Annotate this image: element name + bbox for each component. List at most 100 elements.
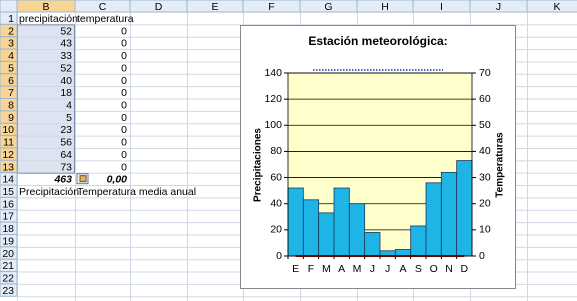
cell-text: Temperatura media anual — [77, 186, 196, 198]
cell-text: 0 — [121, 99, 127, 111]
x-tick-label: S — [415, 263, 422, 275]
row-label: 7 — [8, 87, 14, 99]
y2-tick-label: 50 — [479, 119, 491, 131]
cell-text: 0 — [121, 50, 127, 62]
row-label: 20 — [2, 248, 14, 260]
x-tick-label: O — [430, 263, 438, 275]
bar — [333, 187, 350, 257]
column-label: J — [496, 1, 501, 13]
row-label: 14 — [2, 174, 14, 186]
row-label: 5 — [8, 62, 14, 74]
column-label: H — [381, 1, 389, 13]
y2-tick-label: 30 — [479, 171, 491, 183]
cell-text: 40 — [60, 75, 72, 87]
x-tick-label: A — [399, 263, 406, 275]
row-label: 10 — [2, 124, 14, 136]
bar — [364, 232, 381, 257]
bar — [456, 160, 473, 257]
y-axis-title: Precipitaciones — [253, 128, 264, 202]
row-label: 19 — [2, 235, 14, 247]
y-tick-label: 20 — [270, 224, 282, 236]
column-label: C — [99, 1, 107, 13]
x-tick-label: E — [292, 263, 299, 275]
row-label: 13 — [2, 161, 14, 173]
row-label: 15 — [2, 186, 14, 198]
row-label: 21 — [2, 260, 14, 272]
column-label: G — [324, 1, 332, 13]
y2-tick-label: 70 — [479, 67, 491, 79]
x-tick-label: D — [461, 263, 469, 275]
y-tick-label: 60 — [270, 171, 282, 183]
bar — [425, 182, 442, 257]
bar — [440, 171, 458, 257]
y-tick-label: 40 — [270, 197, 282, 209]
cell-text: 0 — [121, 62, 127, 74]
row-label: 17 — [2, 211, 14, 223]
y2-tick-label: 0 — [479, 250, 485, 262]
column-label: E — [211, 1, 218, 13]
row-label: 6 — [8, 75, 14, 87]
cell-text: 52 — [60, 25, 72, 37]
row-label: 22 — [2, 273, 14, 285]
x-tick-label: M — [353, 263, 362, 275]
chart: Estación meteorológica: Precipitaciones … — [240, 25, 516, 289]
cell-text: 64 — [60, 149, 72, 161]
cell-text: 0 — [121, 161, 127, 173]
row-label: 18 — [2, 223, 14, 235]
row-label: 1 — [8, 13, 14, 25]
column-label: I — [440, 1, 443, 13]
row-label: 23 — [2, 285, 14, 297]
cell-text: 5 — [66, 112, 72, 124]
bar — [287, 187, 304, 257]
bar — [348, 203, 366, 257]
row-header — [0, 283, 18, 297]
cell-text: temperatura — [77, 13, 134, 25]
paste-icon-clip — [79, 175, 87, 183]
cell-text: 43 — [60, 38, 72, 50]
y-tick-label: 80 — [270, 145, 282, 157]
corner — [0, 0, 18, 13]
x-tick-label: J — [370, 263, 375, 275]
row-label: 4 — [8, 50, 14, 62]
cell-text: precipitación — [19, 13, 78, 25]
cell-text: 0 — [121, 38, 127, 50]
cell-text: Precipitación — [19, 186, 79, 198]
row-label: 11 — [3, 137, 14, 149]
x-tick-label: M — [322, 263, 331, 275]
y2-tick-label: 20 — [479, 197, 491, 209]
y-tick-label: 120 — [264, 93, 282, 105]
cell-text: 0 — [121, 112, 127, 124]
x-tick-label: A — [338, 263, 345, 275]
row-label: 9 — [8, 112, 14, 124]
y2-tick-label: 10 — [479, 224, 491, 236]
cell-text: 0,00 — [107, 174, 128, 186]
cell-text: 73 — [60, 161, 72, 173]
cell-text: 56 — [60, 137, 72, 149]
plot-border — [287, 72, 473, 257]
cell-text: 4 — [66, 99, 72, 111]
cell-text: 0 — [121, 124, 127, 136]
bar — [318, 212, 335, 257]
cell-text: 52 — [60, 62, 72, 74]
column-label: D — [155, 1, 163, 13]
y2-tick-label: 60 — [479, 93, 491, 105]
row-label: 8 — [8, 99, 14, 111]
row-label: 12 — [2, 149, 14, 161]
x-tick-label: F — [308, 263, 314, 275]
y-tick-label: 140 — [264, 67, 282, 79]
cell-text: 0 — [121, 75, 127, 87]
column-label: F — [268, 1, 274, 13]
bar — [410, 225, 427, 257]
column-header — [526, 0, 577, 13]
cell-text: 0 — [121, 87, 127, 99]
row-label: 3 — [8, 38, 14, 50]
row-label: 2 — [8, 25, 14, 37]
chart-title: Estación meteorológica: — [308, 34, 447, 48]
y2-tick-label: 40 — [479, 145, 491, 157]
cell-text: 0 — [121, 137, 127, 149]
cell-text: 463 — [53, 174, 72, 186]
row-label: 16 — [2, 198, 14, 210]
bar — [302, 199, 320, 257]
